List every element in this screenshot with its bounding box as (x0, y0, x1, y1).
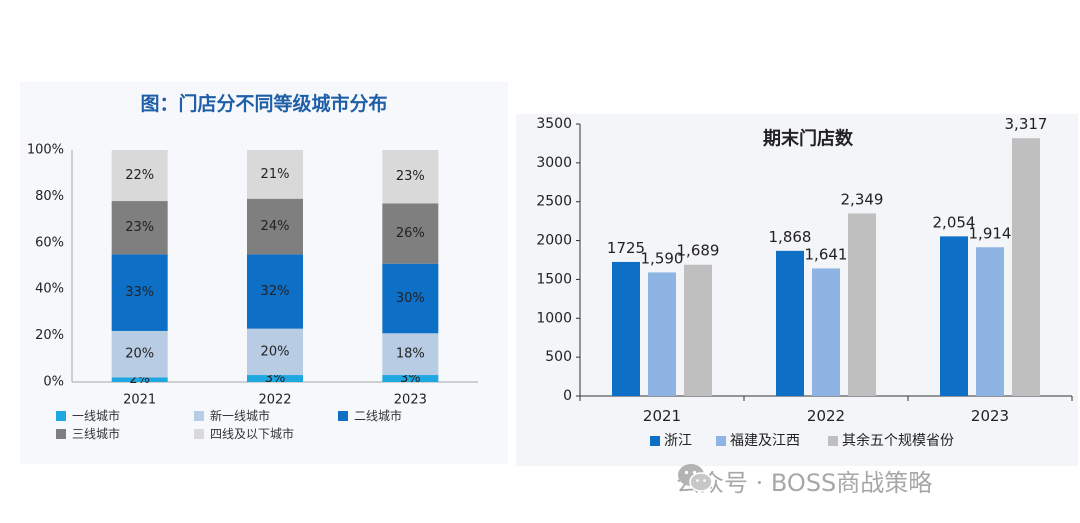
y-tick-label: 1000 (536, 310, 572, 326)
bar (812, 268, 840, 396)
legend-swatch (828, 436, 838, 446)
y-tick-label: 80% (35, 189, 64, 204)
data-label: 32% (261, 284, 290, 299)
stacked-percent-chart: 图：门店分不同等级城市分布0%20%40%60%80%100%2%20%33%2… (27, 92, 478, 441)
wechat-icon (678, 464, 713, 492)
legend-swatch (56, 429, 66, 439)
bar-segment (247, 375, 303, 382)
data-label: 1,641 (805, 245, 848, 263)
data-label: 26% (396, 226, 425, 241)
data-label: 3,317 (1005, 115, 1048, 133)
data-label: 20% (261, 344, 290, 359)
bar (1012, 138, 1040, 396)
bar-segment (111, 254, 168, 331)
data-label: 23% (396, 169, 425, 184)
bar-segment (382, 375, 439, 382)
legend-swatch (194, 429, 204, 439)
x-tick-label: 2023 (971, 407, 1009, 425)
x-tick-label: 2022 (807, 407, 845, 425)
x-tick-label: 2022 (258, 393, 291, 408)
bar-segment (382, 263, 439, 334)
y-tick-label: 60% (35, 235, 64, 250)
bar-segment (111, 377, 168, 382)
data-label: 1725 (607, 239, 645, 257)
data-label: 22% (125, 168, 154, 183)
bar-segment (111, 330, 168, 378)
bar (648, 272, 676, 396)
legend-swatch (56, 411, 66, 421)
x-tick-label: 2021 (123, 393, 156, 408)
data-label: 1,914 (969, 224, 1012, 242)
legend-label: 其余五个规模省份 (842, 432, 954, 449)
legend-swatch (716, 436, 726, 446)
y-tick-label: 0% (43, 375, 64, 390)
legend-label: 三线城市 (72, 426, 120, 441)
y-tick-label: 3500 (536, 116, 572, 132)
bar (776, 250, 804, 396)
x-tick-label: 2023 (394, 393, 427, 408)
data-label: 1,590 (641, 249, 684, 267)
legend-swatch (338, 411, 348, 421)
legend-label: 新一线城市 (210, 408, 270, 423)
bar-segment (382, 203, 439, 264)
legend-swatch (194, 411, 204, 421)
bar-segment (382, 333, 439, 376)
legend-label: 一线城市 (72, 408, 120, 423)
chart-title: 期末门店数 (763, 128, 854, 150)
watermark-text: 公众号 · BOSS商战策略 (676, 468, 933, 497)
data-label: 33% (125, 285, 154, 300)
data-label: 20% (125, 347, 154, 362)
bar (976, 247, 1004, 396)
data-label: 1,868 (769, 228, 812, 246)
data-label: 2,349 (841, 190, 884, 208)
legend-label: 福建及江西 (730, 433, 800, 449)
y-tick-label: 0 (563, 388, 572, 404)
x-tick-label: 2021 (643, 407, 681, 425)
data-label: 30% (396, 291, 425, 306)
bar-segment (247, 198, 303, 255)
watermark: 公众号 · BOSS商战策略 (676, 462, 932, 498)
legend-label: 四线及以下城市 (210, 426, 294, 441)
legend-label: 二线城市 (354, 408, 402, 423)
bar-segment (111, 150, 168, 202)
bar (940, 236, 968, 396)
legend-label: 浙江 (664, 433, 692, 449)
bar (848, 213, 876, 396)
bar-segment (247, 328, 303, 376)
data-label: 24% (261, 219, 290, 234)
store-count-chart-panel: 期末门店数 0 500 1000 1500 2000 2500 3000 3500 1725 1,5… (516, 114, 1078, 466)
data-label: 21% (261, 167, 290, 182)
y-tick-label: 20% (35, 328, 64, 343)
data-label: 23% (125, 220, 154, 235)
y-tick-label: 40% (35, 282, 64, 297)
legend-swatch (650, 436, 660, 446)
y-tick-label: 500 (545, 349, 572, 365)
data-label: 18% (396, 347, 425, 362)
y-tick-label: 3000 (536, 155, 572, 171)
bar (684, 264, 712, 396)
data-label: 1,689 (677, 242, 720, 260)
stacked-percent-chart-panel: 图：门店分不同等级城市分布 0% 20% 40% 60% 80% 100% 2% 20% 33% 2… (20, 82, 508, 464)
bar-segment (382, 150, 439, 204)
chart-title: 图：门店分不同等级城市分布 (140, 92, 387, 115)
y-tick-label: 100% (27, 143, 64, 158)
bar (612, 261, 640, 396)
bar-segment (247, 150, 303, 199)
bar-segment (111, 201, 168, 255)
store-count-chart: 期末门店数 0 500 1000 1500 2000 2500 3000 3500 17251,5… (536, 115, 1073, 449)
bar-segment (247, 254, 303, 329)
y-tick-label: 2500 (536, 194, 572, 210)
data-label: 2,054 (933, 213, 976, 231)
y-tick-label: 1500 (536, 271, 572, 287)
y-tick-label: 2000 (536, 233, 572, 249)
